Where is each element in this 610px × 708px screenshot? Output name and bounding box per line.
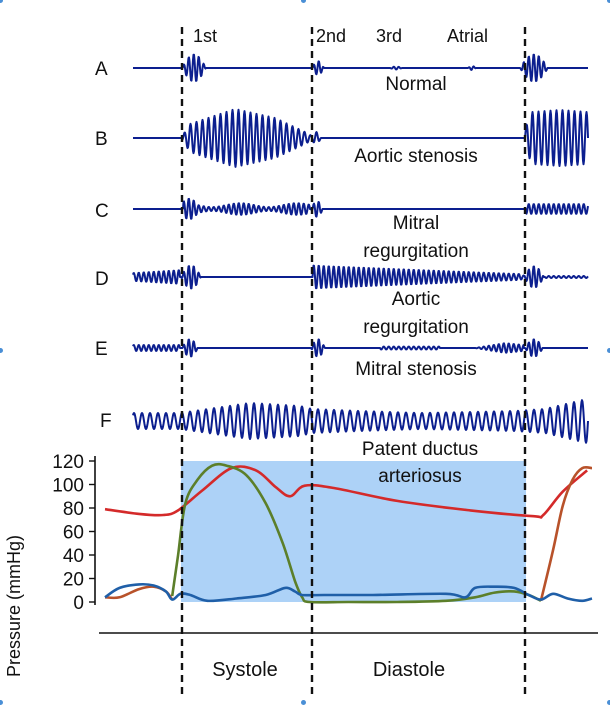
selection-handle-top-center[interactable]: [301, 0, 306, 3]
y-tick-label: 60: [63, 523, 84, 544]
pressure-curves: [104, 462, 593, 604]
phonocardiogram-trace-d: [132, 264, 589, 290]
selection-handle-top-right[interactable]: [607, 0, 610, 3]
label-diastole: Diastole: [373, 659, 445, 681]
pressure-curve-1: [170, 462, 542, 604]
label-first-sound: 1st: [193, 26, 217, 46]
y-tick-label: 0: [73, 593, 84, 614]
row-name-mitral-stenosis: Mitral stenosis: [355, 359, 476, 380]
row-letter-f: F: [100, 411, 112, 432]
selection-handle-left-middle[interactable]: [0, 348, 3, 353]
y-tick-label: 40: [63, 546, 84, 567]
row-name-normal: Normal: [385, 74, 446, 95]
y-tick-label: 80: [63, 499, 84, 520]
y-tick-label: 120: [52, 452, 84, 473]
label-second-sound: 2nd: [316, 26, 346, 46]
selection-handle-right-middle[interactable]: [607, 348, 610, 353]
pressure-shading-band: [181, 461, 526, 602]
y-axis-label: Pressure (mmHg): [4, 535, 24, 677]
pressure-curve-4: [104, 582, 593, 603]
label-third-sound: 3rd: [376, 26, 402, 46]
row-name-aortic-regurg-line2: regurgitation: [363, 317, 469, 338]
y-tick-label: 20: [63, 570, 84, 591]
phonocardiogram-trace-e: [132, 338, 589, 358]
row-name-mitral-line1: Mitral: [393, 213, 439, 234]
pressure-curve-0: [104, 465, 588, 519]
row-name-aortic-stenosis: Aortic stenosis: [354, 146, 478, 167]
row-letter-a: A: [95, 59, 108, 80]
row-name-mitral-line2: regurgitation: [363, 241, 469, 262]
phonocardiogram-trace-f: [132, 399, 589, 444]
row-letter-c: C: [95, 201, 109, 222]
row-name-pda-line2: arteriosus: [378, 466, 461, 487]
y-tick-label: 100: [52, 476, 84, 497]
phonocardiogram-trace-b: [132, 108, 589, 168]
pressure-curve-2: [539, 465, 593, 602]
label-atrial-sound: Atrial: [447, 26, 488, 46]
phonocardiogram-trace-c: [132, 197, 589, 220]
phonocardiogram-traces: [132, 53, 589, 444]
row-name-aortic-regurg-line1: Aortic: [392, 289, 441, 310]
phonocardiogram-trace-a: [132, 53, 589, 82]
selection-handle-top-left[interactable]: [0, 0, 3, 3]
row-letter-d: D: [95, 269, 109, 290]
row-letter-b: B: [95, 129, 108, 150]
label-systole: Systole: [212, 659, 278, 681]
row-name-pda-line1: Patent ductus: [362, 439, 478, 460]
row-letter-e: E: [95, 339, 108, 360]
